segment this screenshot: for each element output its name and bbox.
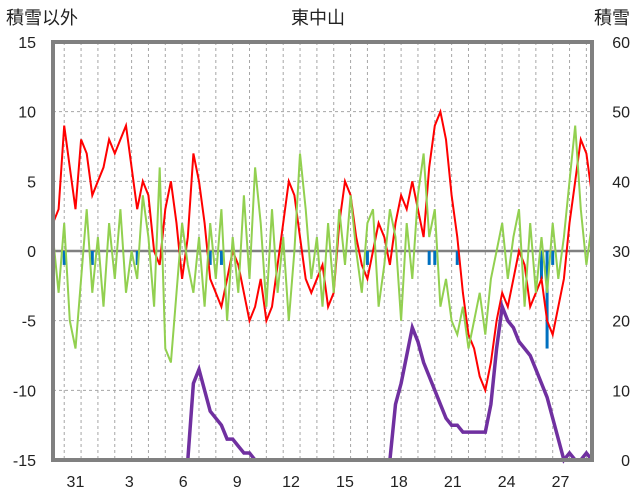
precipitation-bar xyxy=(208,251,212,265)
precipitation-bar xyxy=(545,251,549,349)
right-tick-label: 60 xyxy=(612,35,630,52)
right-tick-label: 0 xyxy=(621,453,630,470)
precipitation-bar xyxy=(219,251,223,265)
precipitation-bar xyxy=(433,251,437,265)
x-tick-label: 31 xyxy=(67,474,85,491)
left-axis-tick-labels: -15 -10 -5 0 5 10 15 xyxy=(13,35,36,470)
precipitation-bar xyxy=(90,251,94,265)
chart-title: 東中山 xyxy=(291,8,345,29)
precipitation-bar xyxy=(365,251,369,265)
series-temperature-line xyxy=(52,108,593,394)
precipitation-bar xyxy=(539,251,543,279)
left-tick-label: 15 xyxy=(18,35,36,52)
right-tick-label: 40 xyxy=(612,174,630,191)
precipitation-bar xyxy=(551,251,555,265)
precipitation-bar xyxy=(455,251,459,265)
precipitation-bar xyxy=(62,251,66,265)
series-wind-line xyxy=(52,125,593,363)
left-tick-label: 5 xyxy=(27,174,36,191)
left-tick-label: -15 xyxy=(13,453,36,470)
series-snow-depth-line xyxy=(53,299,594,464)
x-tick-label: 21 xyxy=(444,474,462,491)
right-tick-label: 50 xyxy=(612,105,630,122)
left-tick-label: -10 xyxy=(13,383,36,400)
x-tick-label: 27 xyxy=(552,474,570,491)
right-tick-label: 10 xyxy=(612,383,630,400)
right-axis-tick-labels: 0 10 20 30 40 50 60 xyxy=(612,35,630,470)
plot-frame xyxy=(51,40,594,462)
left-tick-label: -5 xyxy=(22,314,36,331)
right-axis-title: 積雪 xyxy=(594,8,630,29)
precipitation-bar xyxy=(427,251,431,265)
x-axis-tick-labels: 31 3 6 9 12 15 18 21 24 27 xyxy=(67,474,570,491)
x-tick-label: 18 xyxy=(390,474,408,491)
left-tick-label: 10 xyxy=(18,105,36,122)
x-tick-label: 15 xyxy=(336,474,354,491)
left-axis-title: 積雪以外 xyxy=(6,8,78,29)
right-tick-label: 20 xyxy=(612,314,630,331)
x-tick-label: 3 xyxy=(125,474,134,491)
precipitation-bars xyxy=(62,251,555,349)
x-tick-label: 12 xyxy=(282,474,300,491)
x-tick-label: 24 xyxy=(498,474,516,491)
x-tick-label: 9 xyxy=(233,474,242,491)
precipitation-bar xyxy=(135,251,139,265)
left-tick-label: 0 xyxy=(27,244,36,261)
x-tick-label: 6 xyxy=(179,474,188,491)
right-tick-label: 30 xyxy=(612,244,630,261)
